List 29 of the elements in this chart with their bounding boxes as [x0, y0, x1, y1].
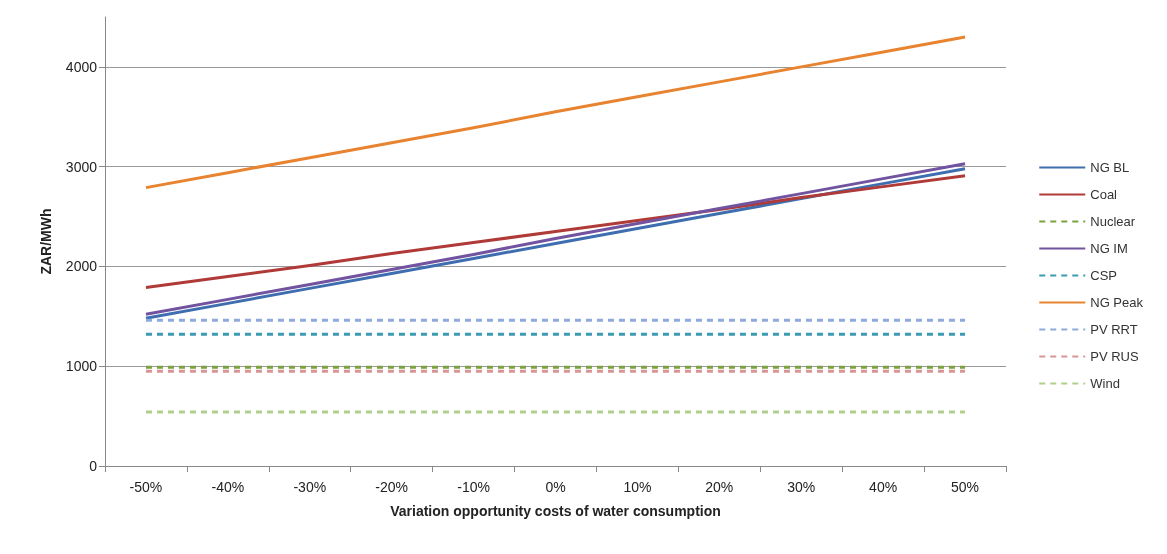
legend-label: NG IM: [1090, 241, 1128, 256]
y-tick-label: 3000: [65, 158, 98, 175]
y-axis-title: ZAR/MWh: [38, 208, 54, 275]
x-tick-label: 20%: [705, 479, 734, 495]
legend-label: CSP: [1090, 268, 1117, 283]
x-tick-label: 40%: [869, 479, 898, 495]
legend-label: Nuclear: [1090, 214, 1136, 229]
x-tick-label: 30%: [787, 479, 816, 495]
legend-label: NG BL: [1090, 160, 1130, 175]
legend-label: PV RRT: [1090, 322, 1138, 337]
legend-label: Wind: [1090, 376, 1120, 391]
x-tick-label: -40%: [211, 479, 245, 495]
x-axis-title: Variation opportunity costs of water consumption: [390, 503, 721, 519]
legend-label: PV RUS: [1090, 349, 1139, 364]
x-tick-label: -30%: [293, 479, 327, 495]
x-tick-label: -50%: [129, 479, 163, 495]
x-tick-label: -20%: [375, 479, 409, 495]
x-tick-label: -10%: [457, 479, 490, 495]
y-tick-label: 0: [89, 458, 98, 474]
y-tick-label: 4000: [65, 58, 98, 75]
line-series: [144, 174, 967, 289]
legend-label: Coal: [1090, 187, 1118, 202]
y-tick-label: 1000: [65, 358, 98, 375]
x-tick-label: 10%: [623, 479, 652, 495]
line-series: [144, 35, 967, 190]
legend-label: NG Peak: [1090, 295, 1144, 310]
x-tick-label: 0%: [545, 479, 566, 495]
x-tick-label: 50%: [951, 479, 980, 495]
y-tick-label: 2000: [65, 258, 98, 275]
